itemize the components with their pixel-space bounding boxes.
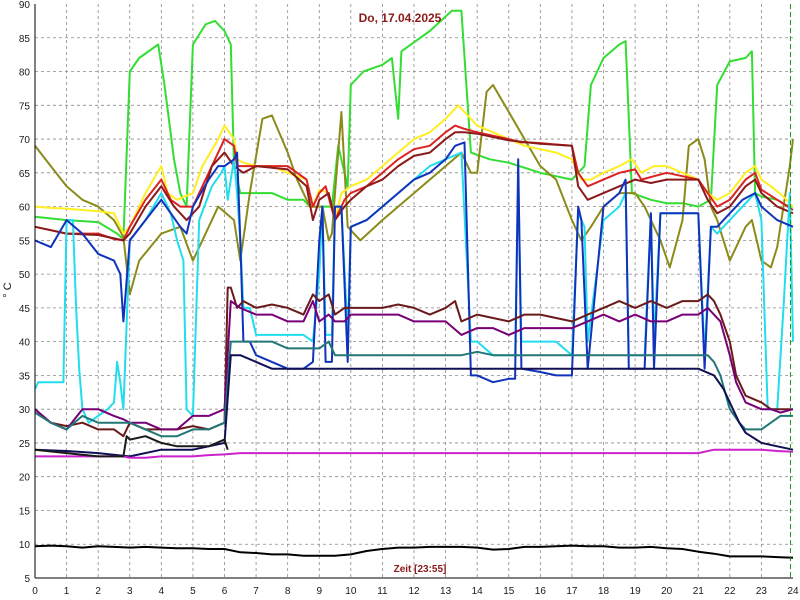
x-tick-label: 7 (253, 586, 259, 597)
y-tick-label: 45 (19, 304, 31, 315)
x-tick-label: 11 (377, 586, 388, 597)
x-tick-label: 19 (630, 586, 642, 597)
x-tick-label: 0 (32, 586, 38, 597)
x-tick-label: 1 (64, 586, 70, 597)
x-tick-label: 24 (787, 586, 799, 597)
y-tick-label: 80 (19, 68, 31, 79)
series-line-3 (34, 104, 794, 235)
x-tick-label: 10 (345, 586, 357, 597)
x-tick-label: 23 (756, 586, 768, 597)
x-tick-label: 5 (190, 586, 196, 597)
x-tick-label: 15 (503, 586, 515, 597)
y-tick-label: 90 (19, 0, 31, 11)
series-line-1 (34, 9, 794, 240)
y-tick-label: 5 (24, 574, 30, 585)
x-tick-label: 4 (159, 586, 165, 597)
x-tick-label: 3 (127, 586, 133, 597)
y-tick-label: 20 (19, 473, 31, 484)
series-line-10 (34, 340, 793, 438)
x-tick-label: 6 (222, 586, 228, 597)
y-tick-label: 50 (19, 270, 31, 281)
x-tick-label: 2 (95, 586, 101, 597)
y-tick-label: 55 (19, 236, 31, 247)
x-tick-label: 22 (724, 586, 736, 597)
series-line-5 (34, 131, 794, 242)
y-tick-label: 30 (19, 405, 31, 416)
y-tick-label: 60 (19, 203, 31, 214)
series-line-11 (34, 354, 794, 458)
y-axis-label: ° C (2, 282, 14, 297)
y-tick-label: 85 (19, 34, 31, 45)
x-tick-label: 20 (661, 586, 673, 597)
x-tick-label: 16 (535, 586, 547, 597)
series-line-7 (34, 141, 794, 384)
y-tick-label: 15 (19, 506, 31, 517)
y-tick-label: 65 (19, 169, 31, 180)
grid (35, 4, 793, 578)
y-tick-label: 10 (19, 540, 31, 551)
series-line-12 (35, 448, 794, 459)
series-lines (34, 9, 794, 559)
x-tick-label: 12 (408, 586, 420, 597)
x-tick-label: 21 (693, 586, 705, 597)
axes (34, 4, 793, 579)
y-tick-label: 75 (19, 101, 31, 112)
x-tick-label: 18 (598, 586, 610, 597)
x-tick-label: 13 (440, 586, 452, 597)
x-tick-label: 17 (566, 586, 578, 597)
y-tick-label: 35 (19, 371, 31, 382)
y-tick-label: 40 (19, 338, 31, 349)
y-tick-label: 25 (19, 439, 31, 450)
series-line-4 (34, 124, 794, 242)
x-tick-label: 14 (472, 586, 484, 597)
series-line-13 (34, 544, 794, 559)
tick-labels: 0 1 2 3 4 5 6 7 8 9 10 11 12 13 14 15 16 17 18 19 20 21 22 23 24… (19, 0, 799, 597)
chart-title: Do, 17.04.2025 (359, 11, 442, 25)
x-tick-label: 8 (285, 586, 291, 597)
y-tick-label: 70 (19, 135, 31, 146)
series-line-9 (34, 300, 794, 431)
time-label: Zeit [23:55] (394, 564, 447, 575)
series-line-14 (34, 435, 229, 458)
x-tick-label: 9 (316, 586, 322, 597)
